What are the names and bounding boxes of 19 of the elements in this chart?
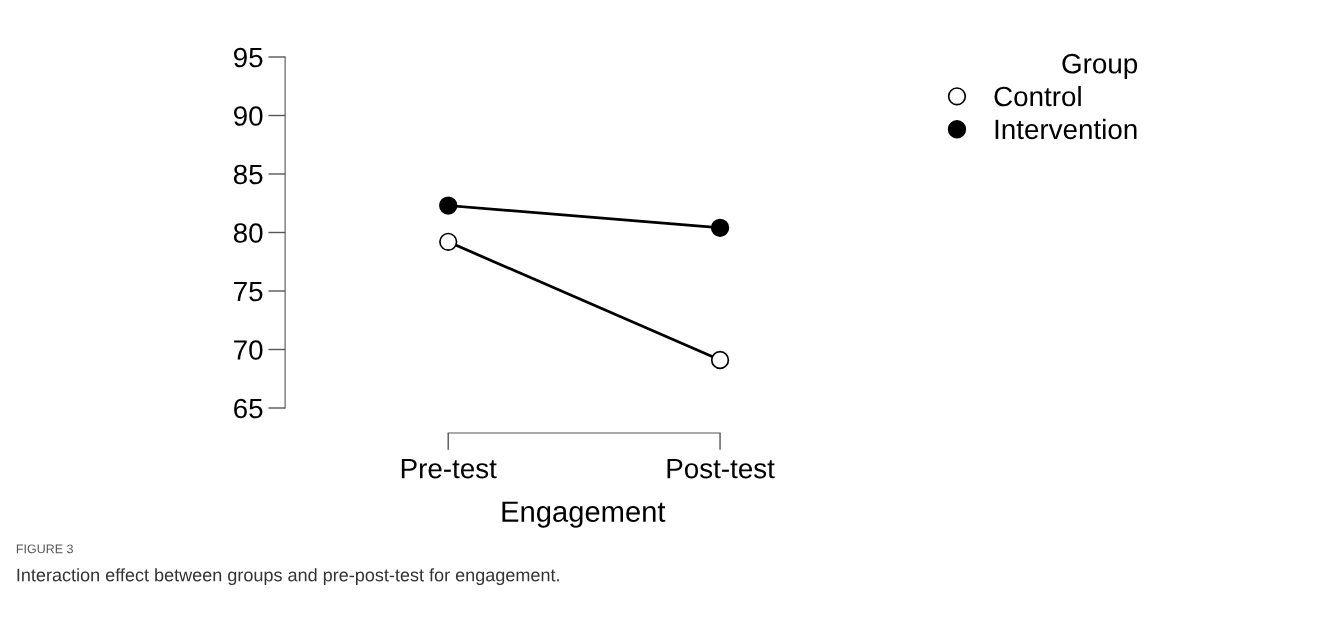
- point: [439, 196, 458, 215]
- legend-label: Control: [994, 85, 1081, 107]
- y-tick-label: 75: [234, 281, 263, 302]
- point: [710, 218, 730, 237]
- y-tick-label: 90: [234, 106, 263, 126]
- x-tick-label: Pre-test: [401, 459, 497, 479]
- text: Interaction effect between groups and pre-post-test for engagement.: [17, 568, 559, 585]
- legend-label: Intervention: [995, 118, 1137, 140]
- y-tick-label: 95: [234, 47, 263, 68]
- x-axis-title: Engagement: [502, 501, 666, 528]
- legend-title: Group: [1062, 53, 1138, 80]
- caption: FIGURE 3: [16, 544, 73, 554]
- y-tick-label: 85: [233, 164, 263, 185]
- y-tick-label: 80: [233, 223, 263, 243]
- point: [439, 232, 458, 252]
- x-tick-label: Post-test: [667, 459, 775, 479]
- y-tick-label: 70: [234, 340, 263, 360]
- y-tick-label: 65: [234, 398, 263, 419]
- point: [710, 350, 730, 370]
